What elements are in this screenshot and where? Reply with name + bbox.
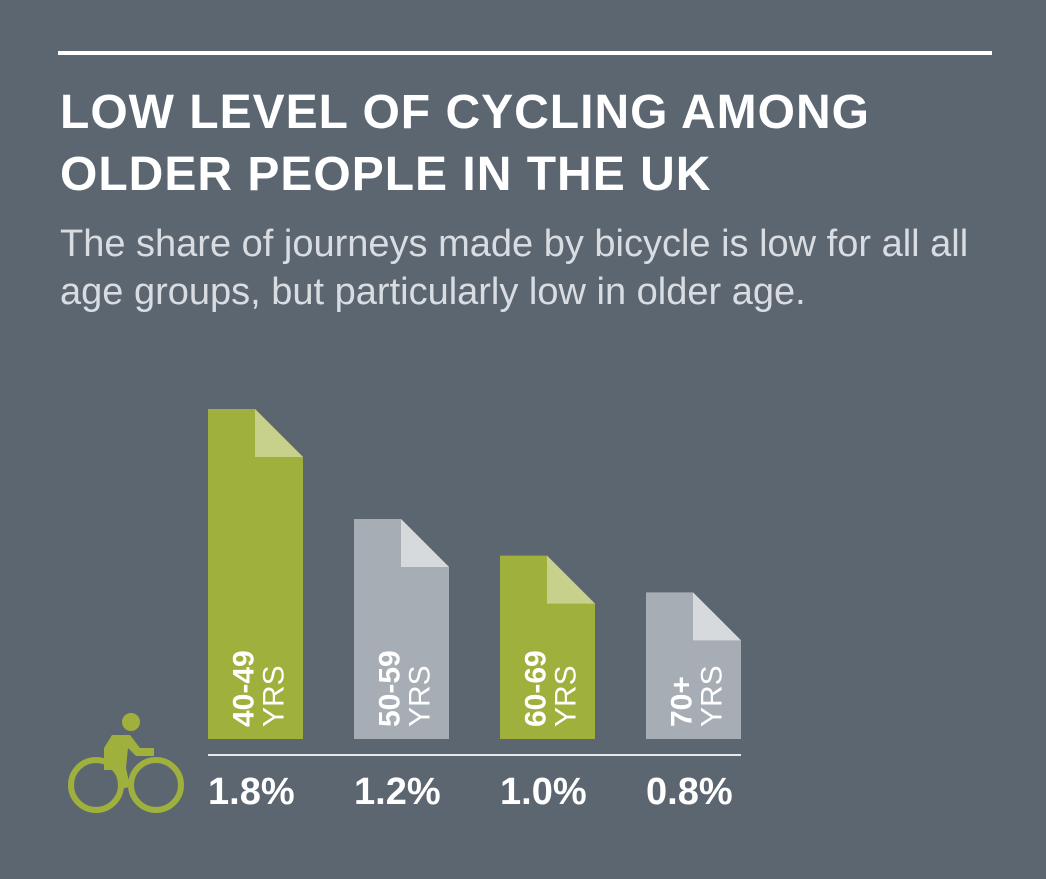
category-label-unit: YRS <box>550 665 583 727</box>
bar-fold-corner <box>693 592 741 641</box>
chart-subtitle: The share of journeys made by bicycle is… <box>60 223 969 313</box>
bar-3: 60-69YRS <box>500 555 595 739</box>
value-label: 0.8% <box>646 771 733 813</box>
cyclist-icon-front-wheel <box>128 757 184 813</box>
category-label-unit: YRS <box>404 665 437 727</box>
value-label: 1.8% <box>208 771 295 813</box>
category-label: 40-49YRS <box>228 650 291 727</box>
bar-1: 40-49YRS <box>208 409 303 739</box>
category-label: 50-59YRS <box>374 650 437 727</box>
cyclist-icon-body <box>104 735 154 789</box>
cyclist-icon <box>68 713 184 813</box>
bar-body <box>208 409 303 739</box>
bar-4: 70+YRS <box>646 592 741 739</box>
bar-2: 50-59YRS <box>354 519 449 739</box>
value-label: 1.0% <box>500 771 587 813</box>
bar-fold-corner <box>401 519 449 567</box>
category-label-unit: YRS <box>258 665 291 727</box>
bar-fold-corner <box>547 555 595 604</box>
category-label-range: 70+ <box>666 676 699 727</box>
bar-body <box>354 519 449 739</box>
category-label: 60-69YRS <box>520 650 583 727</box>
category-label: 70+YRS <box>666 665 729 727</box>
top-rule <box>58 51 992 55</box>
category-label-range: 40-49 <box>228 650 261 727</box>
category-label-unit: YRS <box>696 665 729 727</box>
value-label: 1.2% <box>354 771 441 813</box>
category-label-range: 60-69 <box>520 650 553 727</box>
bar-fold-corner <box>255 409 303 457</box>
chart-title: LOW LEVEL OF CYCLING AMONG OLDER PEOPLE … <box>60 86 870 201</box>
category-label-range: 50-59 <box>374 650 407 727</box>
cyclist-icon-head <box>122 713 140 731</box>
